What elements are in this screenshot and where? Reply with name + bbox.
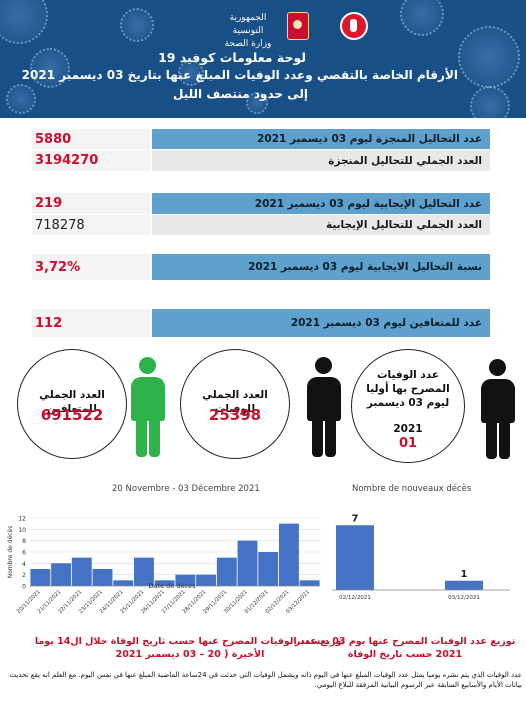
footer-note: عدد الوفيات الذي يتم نشره يوميا يمثل عدد…: [9, 671, 522, 689]
bar-02/12/2021: [278, 523, 299, 586]
chart-new-deaths-caption: توزيع عدد الوفيات المصرح عنها يوم 03 ديس…: [294, 636, 516, 660]
y-axis-label: Nombre de décès: [7, 526, 14, 579]
tests-total-value: 3194270: [32, 150, 150, 171]
bar-02/12/2021: [336, 525, 374, 590]
positive-total-label: العدد الجملي للتحاليل الإيجابية: [152, 215, 490, 235]
chart-daily-deaths-title: 20 Novembre - 03 Décembre 2021: [112, 484, 260, 494]
y-tick-label: 10: [18, 527, 26, 534]
bar-24/11/2021: [113, 580, 134, 586]
recovered-day-value: 112: [32, 309, 150, 337]
dashboard-title: لوحة معلومات كوفيد 19: [158, 50, 306, 65]
republic-label: الجمهورية التونسية: [229, 13, 267, 36]
x-tick-label: 03/12/2021: [448, 595, 480, 601]
recovered-total-card: العدد الجملي للمتعافين 691522: [17, 349, 127, 459]
tests-total-row: 3194270 العدد الجملي للتحاليل المنجزة: [32, 150, 490, 171]
bar-21/11/2021: [51, 563, 72, 586]
bar-27/11/2021: [175, 574, 196, 586]
virus-decoration: [120, 8, 154, 42]
deaths-total-value: 25398: [208, 406, 262, 424]
deaths-total-label: العدد الجملي للوفيات: [202, 389, 268, 415]
recovered-day-row: 112 عدد للمتعافين ليوم 03 ديسمبر 2021: [32, 309, 490, 337]
deaths-total-card: العدد الجملي للوفيات 25398: [180, 349, 290, 459]
bar-01/12/2021: [258, 552, 279, 586]
virus-decoration: [400, 0, 444, 36]
bar-22/11/2021: [71, 557, 92, 586]
y-tick-label: 8: [22, 538, 26, 545]
virus-decoration: [470, 86, 510, 118]
virus-decoration: [246, 92, 268, 114]
positive-day-label: عدد التحاليل الإيجابية ليوم 03 ديسمبر 20…: [152, 193, 490, 214]
bar-03/12/2021: [445, 580, 483, 590]
ministry-of-health-logo-icon: [340, 12, 368, 40]
tests-day-label: عدد التحاليل المنجزة ليوم 03 ديسمبر 2021: [152, 129, 490, 149]
header-banner: الجمهورية التونسية وزارة الصحة لوحة معلو…: [0, 0, 526, 118]
y-tick-label: 12: [18, 516, 26, 523]
positivity-rate-row: 3,72% نسبة التحاليل الايجابية ليوم 03 دي…: [32, 254, 490, 280]
deaths-day-year: 2021: [393, 423, 423, 435]
bar-26/11/2021: [154, 580, 175, 586]
positive-day-row: 219 عدد التحاليل الإيجابية ليوم 03 ديسمب…: [32, 193, 490, 214]
positivity-rate-label: نسبة التحاليل الايجابية ليوم 03 ديسمبر 2…: [152, 254, 490, 280]
chart-daily-deaths-caption: توزيع عدد الوفيات المصرح عنها حسب تاريخ …: [34, 636, 346, 660]
x-tick-label: 02/12/2021: [339, 595, 371, 601]
recovered-day-label: عدد للمتعافين ليوم 03 ديسمبر 2021: [152, 309, 490, 337]
recovered-total-label: العدد الجملي للمتعافين: [39, 389, 105, 415]
y-tick-label: 4: [22, 561, 26, 568]
chart-new-deaths-title: Nombre de nouveaux décès: [352, 484, 472, 494]
recovered-total-value: 691522: [40, 406, 104, 424]
x-axis-label: Date de décès: [149, 582, 196, 590]
tests-day-row: 5880 عدد التحاليل المنجزة ليوم 03 ديسمبر…: [32, 129, 490, 149]
positive-total-value: 718278: [32, 215, 150, 235]
deaths-day-person-icon: [477, 359, 519, 459]
bar-20/11/2021: [30, 569, 51, 586]
tests-total-label: العدد الجملي للتحاليل المنجزة: [152, 150, 490, 171]
virus-decoration: [30, 48, 70, 88]
dashboard-subtitle-midnight: إلى حدود منتصف الليل: [173, 87, 308, 101]
positive-total-row: 718278 العدد الجملي للتحاليل الإيجابية: [32, 215, 490, 235]
deaths-day-card: عدد الوفيات المصرح بها أوليا ليوم 03 ديس…: [351, 349, 465, 463]
bar-25/11/2021: [133, 557, 154, 586]
y-tick-label: 2: [22, 572, 26, 579]
tunisia-coat-of-arms-icon: [287, 12, 309, 40]
ministry-label: وزارة الصحة: [224, 39, 272, 49]
bar-23/11/2021: [92, 569, 113, 586]
positivity-rate-value: 3,72%: [32, 254, 150, 280]
daily-deaths-chart: 02468101220/11/202121/11/202122/11/20212…: [7, 513, 510, 615]
virus-decoration: [458, 26, 520, 88]
y-tick-label: 6: [22, 550, 26, 557]
positive-day-value: 219: [32, 193, 150, 214]
bar-29/11/2021: [216, 557, 237, 586]
virus-decoration: [0, 0, 48, 44]
data-label: 1: [461, 569, 468, 580]
bar-28/11/2021: [196, 574, 217, 586]
recovered-person-icon: [127, 357, 169, 457]
bar-30/11/2021: [237, 540, 258, 586]
tests-day-value: 5880: [32, 129, 150, 149]
deaths-total-person-icon: [303, 357, 345, 457]
data-label: 7: [352, 513, 359, 524]
y-tick-label: 0: [22, 584, 26, 591]
virus-decoration: [6, 84, 36, 114]
dashboard-subtitle: الأرقام الخاصة بالتقصي وعدد الوفيات المب…: [21, 68, 458, 82]
deaths-day-value: 01: [398, 436, 418, 451]
republic-name: الجمهورية التونسية وزارة الصحة: [213, 12, 283, 51]
virus-decoration: [178, 60, 204, 86]
deaths-day-label: عدد الوفيات المصرح بها أوليا ليوم 03 ديس…: [366, 369, 450, 409]
bar-03/12/2021: [299, 580, 320, 586]
